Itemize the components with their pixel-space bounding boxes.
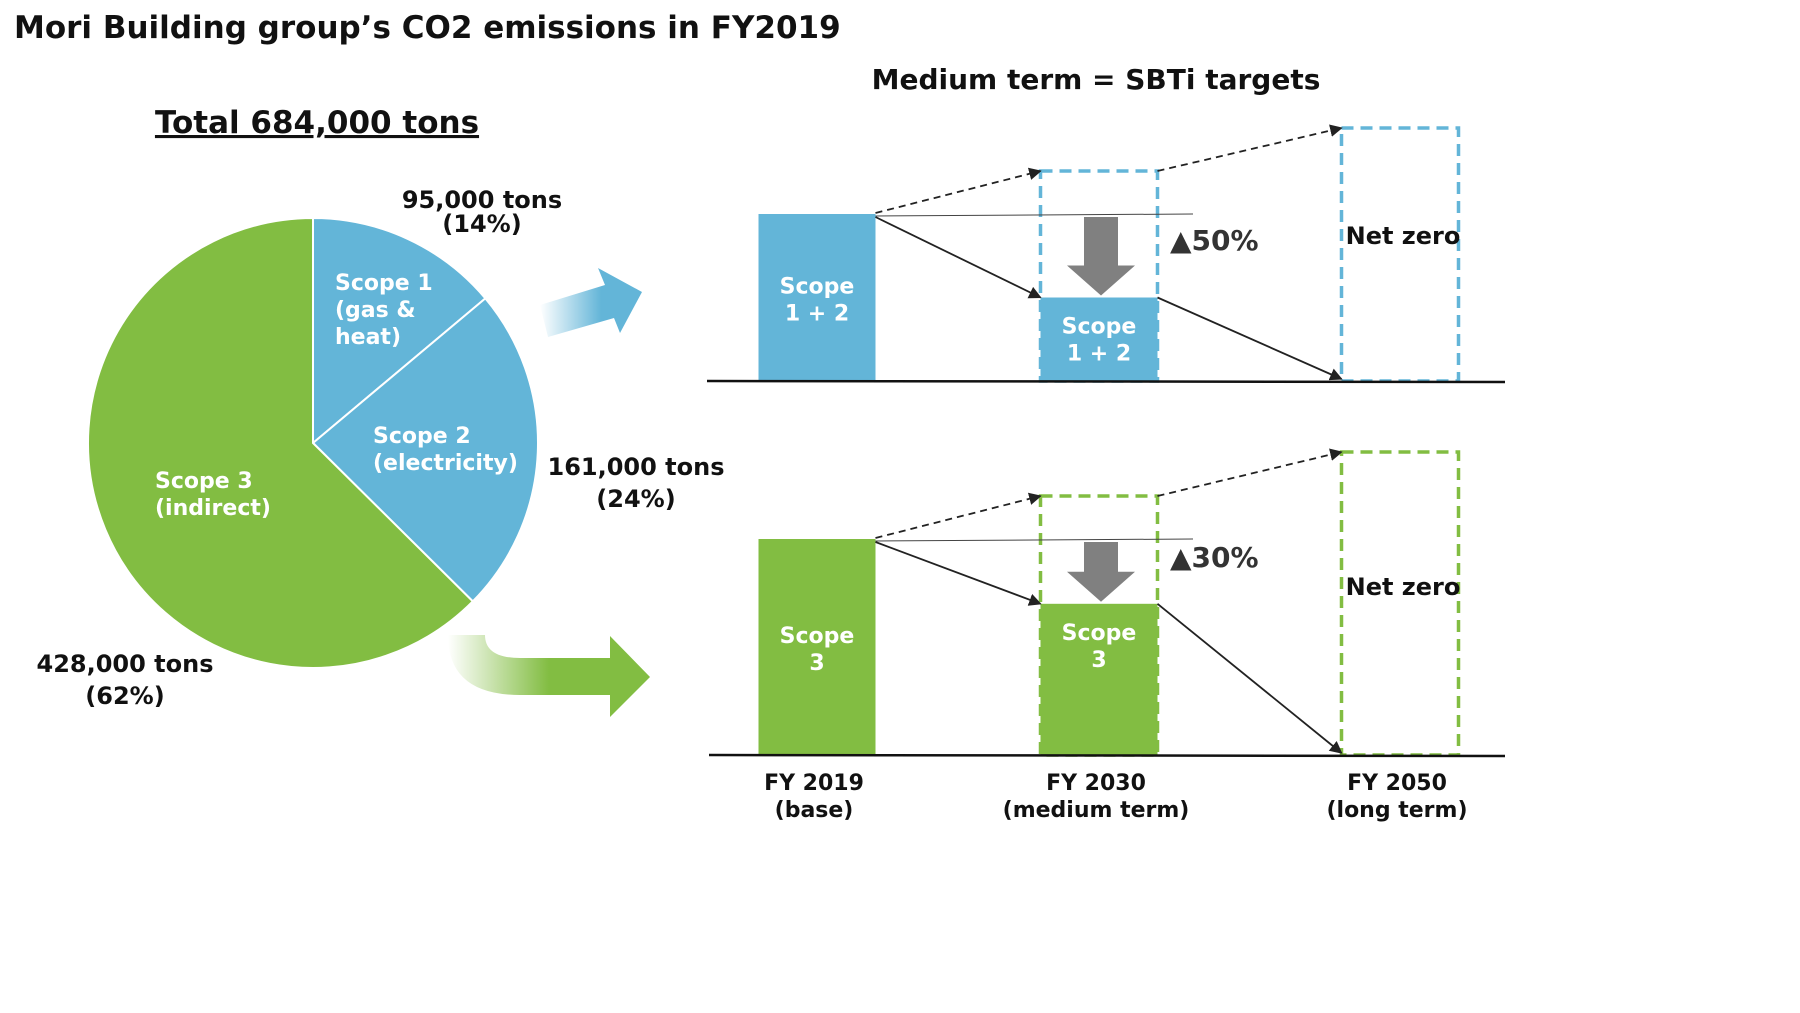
- net-zero-label: Net zero: [1346, 573, 1461, 601]
- green-transition-arrow: [448, 635, 650, 717]
- slice-value-label: 95,000 tons: [402, 186, 562, 214]
- slice-value-label: 428,000 tons: [37, 650, 214, 678]
- dashed-trend-arrow: [875, 492, 1042, 539]
- net-zero-label: Net zero: [1346, 222, 1461, 250]
- slice-value-label: 161,000 tons: [548, 453, 725, 481]
- dashed-trend-arrow: [875, 167, 1042, 214]
- category-label-line: (long term): [1326, 798, 1467, 823]
- category-label-line: (medium term): [1003, 798, 1190, 823]
- bar-label-line: Scope: [780, 624, 855, 649]
- category-label-line: FY 2050: [1347, 771, 1447, 796]
- down-arrow-icon: [1067, 217, 1135, 296]
- bar-label-line: 1 + 2: [1067, 342, 1131, 367]
- blue-transition-arrow: [540, 268, 642, 337]
- page-title: Mori Building group’s CO2 emissions in F…: [14, 10, 841, 46]
- slice-percent-label: (62%): [85, 682, 164, 710]
- slice-label-line: heat): [335, 325, 401, 350]
- bar: [758, 214, 876, 381]
- pie-title: Total 684,000 tons: [155, 105, 479, 141]
- bar: [1040, 297, 1158, 381]
- slice-label-line: Scope 3: [155, 469, 253, 494]
- trend-arrow: [875, 541, 1042, 606]
- trend-arrow: [1156, 603, 1343, 754]
- slice-label: Scope 3 (indirect): [155, 469, 271, 521]
- category-label: FY 2019 (base): [764, 771, 864, 823]
- pie-slice: [87, 216, 475, 669]
- bar: [758, 539, 876, 755]
- sbti-heading: Medium term = SBTi targets: [872, 63, 1321, 96]
- category-label: FY 2050 (long term): [1326, 771, 1467, 823]
- pie-slice: [311, 296, 539, 603]
- bar-label-line: 3: [809, 651, 824, 676]
- pie-slice: [312, 216, 487, 446]
- slice-label-line: (electricity): [373, 451, 518, 476]
- bar-label: Scope 3: [1062, 621, 1137, 673]
- slice-label-line: Scope 2: [373, 424, 471, 449]
- slice-label-line: Scope 1: [335, 271, 433, 296]
- trend-arrow: [1157, 296, 1343, 381]
- net-zero-dashed-box: [1339, 450, 1461, 757]
- reduction-label: ▲50%: [1170, 224, 1259, 257]
- category-label: FY 2030 (medium term): [1003, 771, 1190, 823]
- category-label-line: FY 2030: [1046, 771, 1146, 796]
- category-label-line: (base): [775, 798, 854, 823]
- bar-label: Scope 1 + 2: [780, 275, 855, 327]
- bar: [1040, 603, 1158, 755]
- slice-label-line: (gas &: [335, 298, 416, 323]
- bar-label: Scope 1 + 2: [1062, 315, 1137, 367]
- reference-line: [875, 538, 1194, 542]
- trend-arrow: [875, 216, 1042, 299]
- reduction-label: ▲30%: [1170, 541, 1259, 574]
- dashed-trend-arrow: [1157, 448, 1343, 497]
- slice-percent-label: (14%): [442, 210, 521, 238]
- category-label-line: FY 2019: [764, 771, 864, 796]
- bar-label-line: 1 + 2: [785, 302, 849, 327]
- bar-label-line: Scope: [1062, 621, 1137, 646]
- slice-label: Scope 2 (electricity): [373, 424, 518, 476]
- baseline: [706, 379, 1506, 384]
- target-dashed-box: [1038, 494, 1160, 757]
- net-zero-dashed-box: [1339, 126, 1461, 383]
- dashed-trend-arrow: [1157, 124, 1343, 172]
- baseline: [708, 753, 1506, 758]
- slice-label-line: (indirect): [155, 496, 271, 521]
- bar-label: Scope 3: [780, 624, 855, 676]
- bar-label-line: 3: [1091, 648, 1106, 673]
- slice-percent-label: (24%): [596, 485, 675, 513]
- pie-chart: Scope 1 (gas & heat) 95,000 tons(14%) Scope …: [37, 186, 725, 710]
- bar-label-line: Scope: [780, 275, 855, 300]
- down-arrow-icon: [1067, 542, 1135, 602]
- reference-line: [875, 213, 1194, 217]
- slice-label: Scope 1 (gas & heat): [335, 271, 433, 350]
- bar-label-line: Scope: [1062, 315, 1137, 340]
